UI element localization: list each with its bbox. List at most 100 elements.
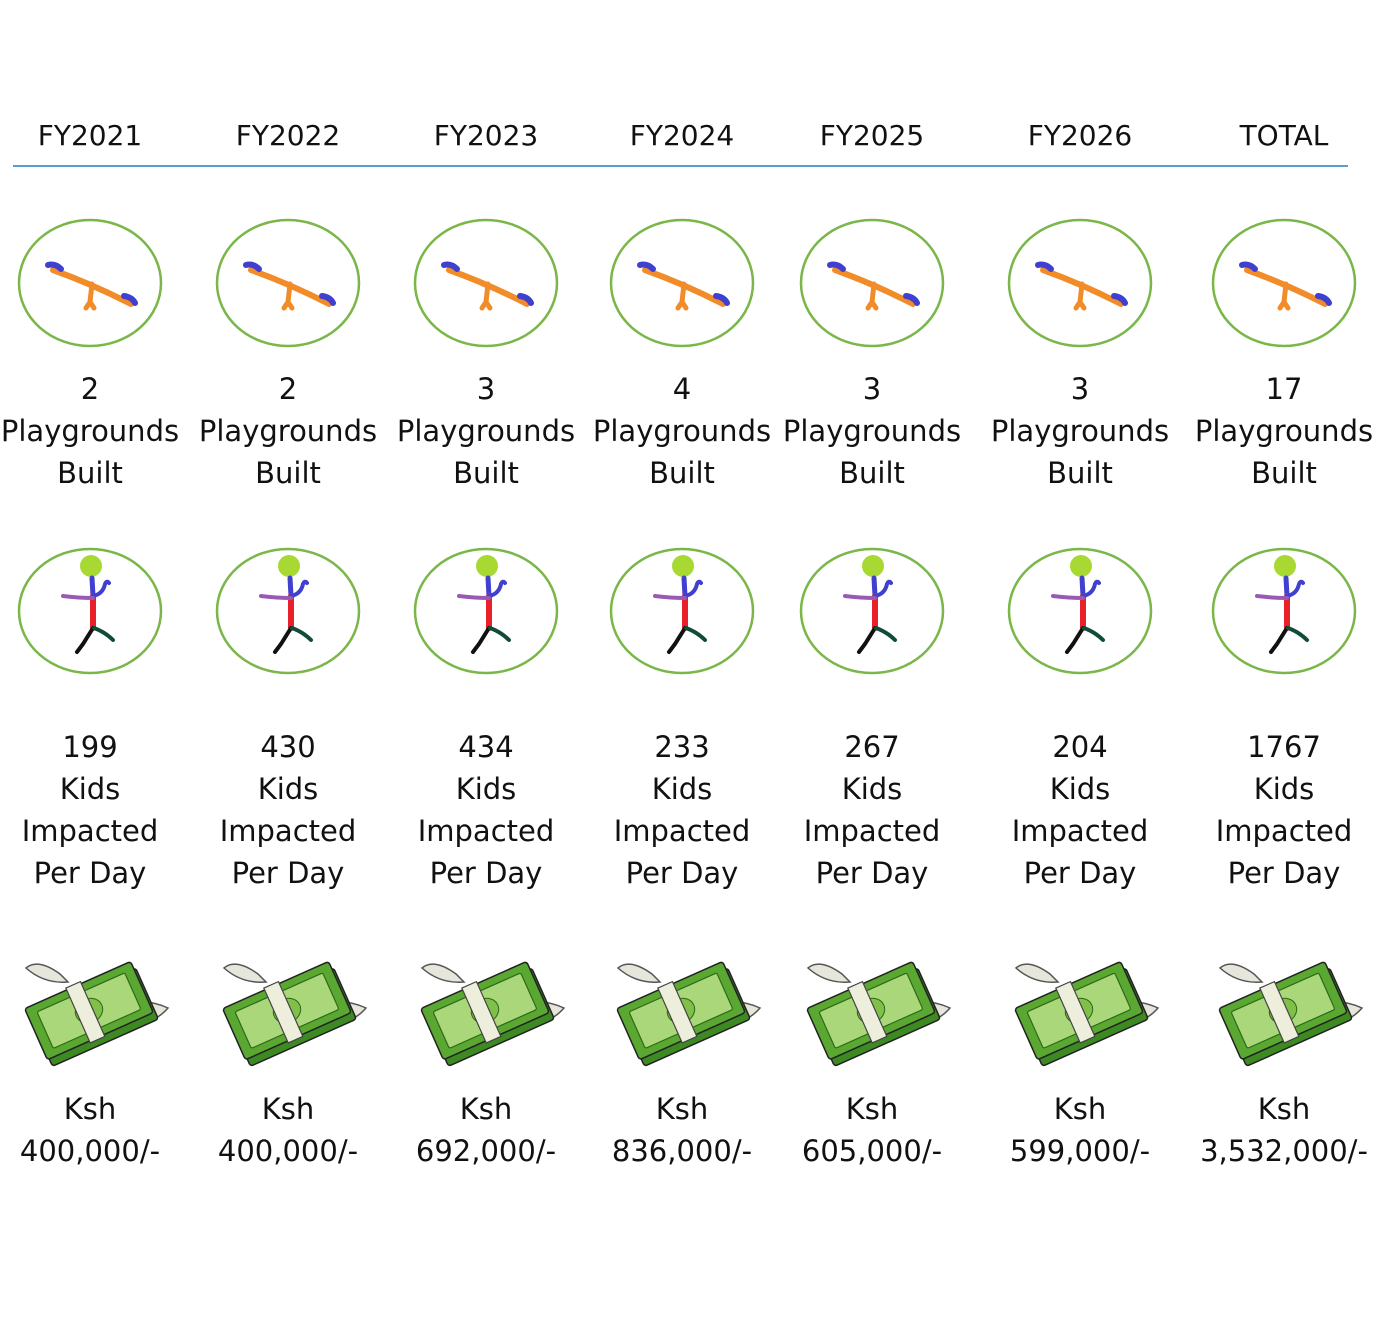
kids-stat: 434 Kids Impacted Per Day <box>386 726 586 894</box>
funds-amount: 599,000/- <box>1009 1134 1151 1168</box>
kids-label: Kids <box>455 772 517 806</box>
per-day-label: Per Day <box>1023 856 1137 890</box>
playgrounds-count: 17 <box>1265 372 1303 406</box>
built-label: Built <box>57 456 123 490</box>
funds-amount: 400,000/- <box>217 1134 359 1168</box>
per-day-label: Per Day <box>815 856 929 890</box>
playgrounds-count: 3 <box>862 372 882 406</box>
kids-stat: 233 Kids Impacted Per Day <box>582 726 782 894</box>
impacted-label: Impacted <box>1215 814 1353 848</box>
funds-amount: 3,532,000/- <box>1200 1134 1368 1168</box>
kids-label: Kids <box>651 772 713 806</box>
impacted-label: Impacted <box>21 814 159 848</box>
built-label: Built <box>1251 456 1317 490</box>
column-header: FY2024 <box>629 119 735 152</box>
currency-label: Ksh <box>261 1092 315 1126</box>
playgrounds-label: Playgrounds <box>990 414 1170 448</box>
funds-stat: Ksh 400,000/- <box>0 1088 190 1172</box>
seesaw-icon <box>17 218 163 348</box>
kids-label: Kids <box>1253 772 1315 806</box>
funds-amount: 400,000/- <box>19 1134 161 1168</box>
playgrounds-stat: 2 Playgrounds Built <box>0 368 190 494</box>
funds-amount: 836,000/- <box>611 1134 753 1168</box>
playgrounds-count: 2 <box>80 372 100 406</box>
built-label: Built <box>1047 456 1113 490</box>
seesaw-icon <box>413 218 559 348</box>
currency-label: Ksh <box>845 1092 899 1126</box>
per-day-label: Per Day <box>1227 856 1341 890</box>
seesaw-icon <box>1211 218 1357 348</box>
playgrounds-stat: 3 Playgrounds Built <box>772 368 972 494</box>
flying-money-icon <box>998 948 1162 1068</box>
currency-label: Ksh <box>63 1092 117 1126</box>
funds-stat: Ksh 599,000/- <box>980 1088 1180 1172</box>
kids-count: 199 <box>62 730 118 764</box>
impacted-label: Impacted <box>803 814 941 848</box>
funds-stat: Ksh 3,532,000/- <box>1184 1088 1384 1172</box>
column-fy2024: FY2024 4 Playgrounds Built 233 Kids Impa… <box>592 0 772 1326</box>
per-day-label: Per Day <box>625 856 739 890</box>
flying-money-icon <box>8 948 172 1068</box>
column-header: FY2026 <box>1027 119 1133 152</box>
column-fy2026: FY2026 3 Playgrounds Built 204 Kids Impa… <box>990 0 1170 1326</box>
funds-stat: Ksh 836,000/- <box>582 1088 782 1172</box>
built-label: Built <box>649 456 715 490</box>
kids-stat: 430 Kids Impacted Per Day <box>188 726 388 894</box>
stick-figure-kid-icon <box>1007 546 1153 676</box>
impacted-label: Impacted <box>1011 814 1149 848</box>
kids-label: Kids <box>59 772 121 806</box>
flying-money-icon <box>1202 948 1366 1068</box>
playgrounds-count: 4 <box>672 372 692 406</box>
kids-count: 267 <box>844 730 900 764</box>
playgrounds-label: Playgrounds <box>782 414 962 448</box>
playgrounds-stat: 3 Playgrounds Built <box>980 368 1180 494</box>
funds-stat: Ksh 692,000/- <box>386 1088 586 1172</box>
stick-figure-kid-icon <box>215 546 361 676</box>
impacted-label: Impacted <box>219 814 357 848</box>
funds-amount: 692,000/- <box>415 1134 557 1168</box>
per-day-label: Per Day <box>231 856 345 890</box>
column-header: FY2025 <box>819 119 925 152</box>
kids-label: Kids <box>841 772 903 806</box>
column-header: FY2023 <box>433 119 539 152</box>
column-fy2025: FY2025 3 Playgrounds Built 267 Kids Impa… <box>782 0 962 1326</box>
seesaw-icon <box>215 218 361 348</box>
kids-count: 430 <box>260 730 316 764</box>
kids-stat: 1767 Kids Impacted Per Day <box>1184 726 1384 894</box>
funds-stat: Ksh 400,000/- <box>188 1088 388 1172</box>
playgrounds-stat: 2 Playgrounds Built <box>188 368 388 494</box>
header-divider <box>13 165 1348 167</box>
seesaw-icon <box>609 218 755 348</box>
funds-stat: Ksh 605,000/- <box>772 1088 972 1172</box>
column-header: FY2022 <box>235 119 341 152</box>
stick-figure-kid-icon <box>799 546 945 676</box>
column-fy2023: FY2023 3 Playgrounds Built 434 Kids Impa… <box>396 0 576 1326</box>
playgrounds-stat: 3 Playgrounds Built <box>386 368 586 494</box>
column-header: FY2021 <box>37 119 143 152</box>
column-total: TOTAL 17 Playgrounds Built 1767 Kids Imp… <box>1194 0 1374 1326</box>
playgrounds-label: Playgrounds <box>396 414 576 448</box>
stick-figure-kid-icon <box>17 546 163 676</box>
kids-count: 1767 <box>1247 730 1321 764</box>
column-fy2022: FY2022 2 Playgrounds Built 430 Kids Impa… <box>198 0 378 1326</box>
funds-amount: 605,000/- <box>801 1134 943 1168</box>
seesaw-icon <box>799 218 945 348</box>
currency-label: Ksh <box>655 1092 709 1126</box>
column-header: TOTAL <box>1239 119 1329 152</box>
flying-money-icon <box>600 948 764 1068</box>
column-fy2021: FY2021 2 Playgrounds Built 199 Kids Impa… <box>0 0 180 1326</box>
playgrounds-stat: 17 Playgrounds Built <box>1184 368 1384 494</box>
kids-stat: 199 Kids Impacted Per Day <box>0 726 190 894</box>
kids-stat: 204 Kids Impacted Per Day <box>980 726 1180 894</box>
per-day-label: Per Day <box>33 856 147 890</box>
flying-money-icon <box>206 948 370 1068</box>
kids-label: Kids <box>1049 772 1111 806</box>
kids-label: Kids <box>257 772 319 806</box>
kids-count: 204 <box>1052 730 1108 764</box>
playgrounds-label: Playgrounds <box>1194 414 1374 448</box>
flying-money-icon <box>404 948 568 1068</box>
playgrounds-count: 3 <box>476 372 496 406</box>
playgrounds-label: Playgrounds <box>198 414 378 448</box>
playgrounds-count: 3 <box>1070 372 1090 406</box>
